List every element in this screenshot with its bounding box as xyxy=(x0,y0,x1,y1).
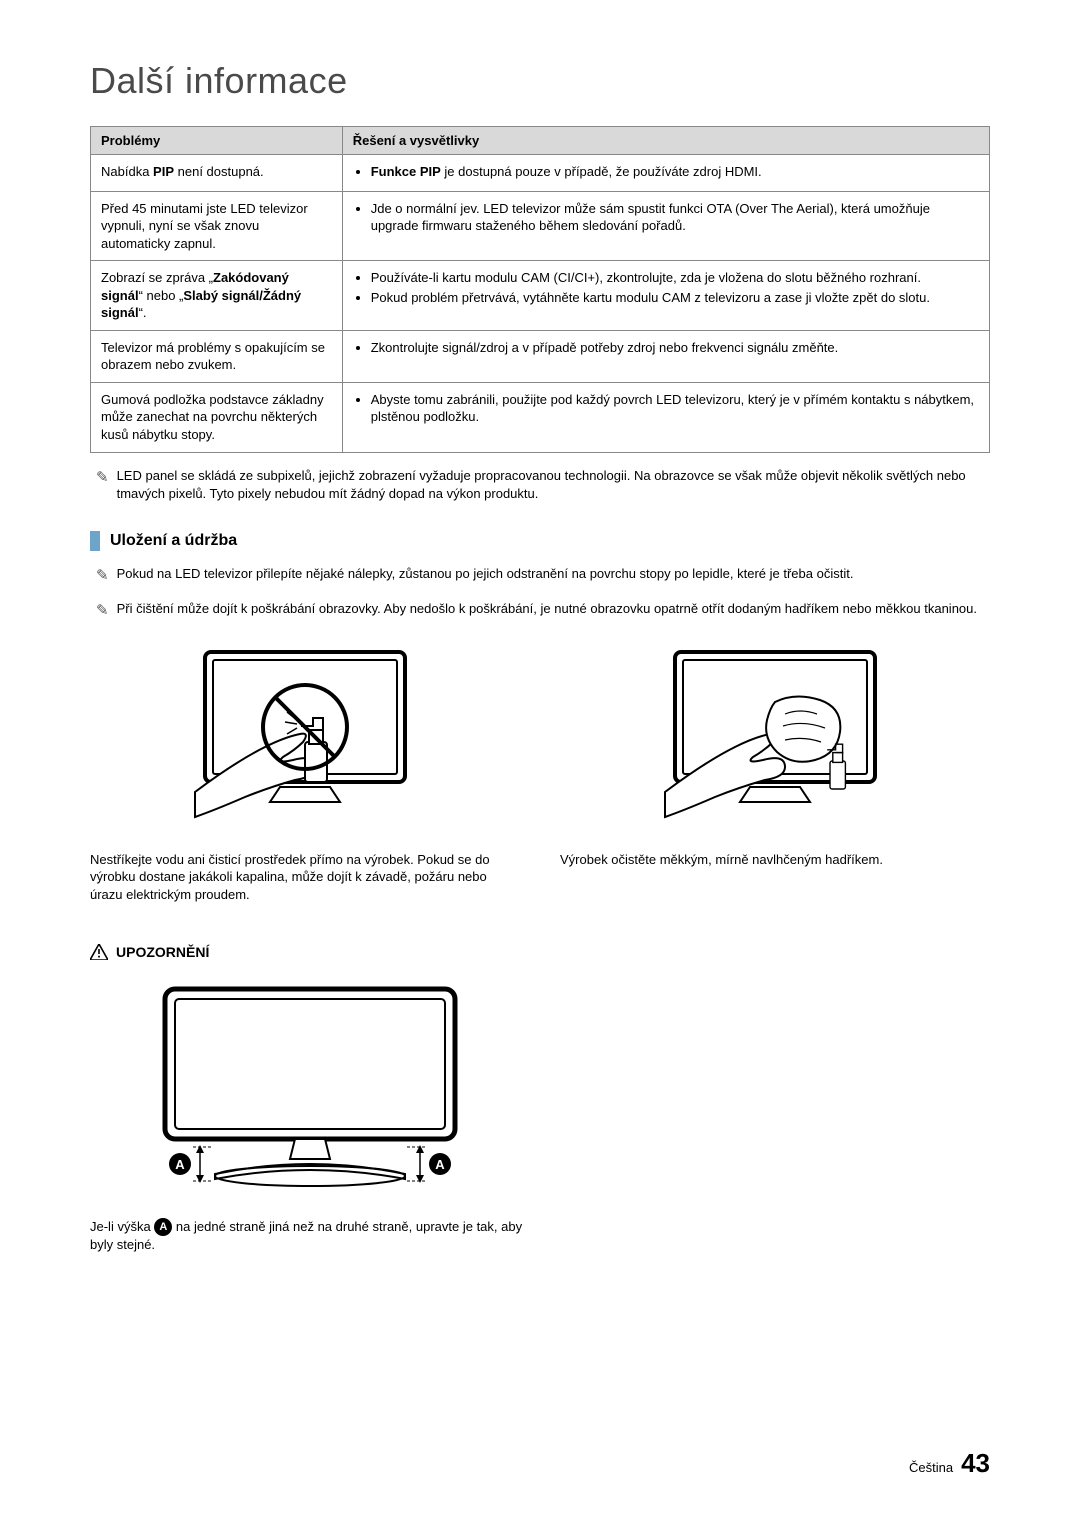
page-footer: Čeština 43 xyxy=(909,1448,990,1479)
page-title: Další informace xyxy=(90,60,990,102)
note-block: ✎ Při čištění může dojít k poškrábání ob… xyxy=(90,600,990,621)
note-block: ✎ LED panel se skládá ze subpixelů, jeji… xyxy=(90,467,990,503)
warning-label: UPOZORNĚNÍ xyxy=(116,944,209,960)
cleaning-right-col: Výrobek očistěte měkkým, mírně navlhčený… xyxy=(560,637,990,904)
table-row: Zobrazí se zpráva „Zakódovaný signál“ ne… xyxy=(91,261,990,331)
cell-text: Gumová podložka podstavce základny může … xyxy=(91,382,343,452)
table-row: Nabídka PIP není dostupná. Funkce PIP je… xyxy=(91,155,990,192)
note-icon: ✎ xyxy=(90,467,109,503)
list-item: Abyste tomu zabránili, použijte pod každ… xyxy=(371,391,979,426)
cleaning-wrong-illustration xyxy=(90,637,520,837)
note-block: ✎ Pokud na LED televizor přilepíte nějak… xyxy=(90,565,990,586)
list-item: Jde o normální jev. LED televizor může s… xyxy=(371,200,979,235)
caption-right: Výrobek očistěte měkkým, mírně navlhčený… xyxy=(560,851,990,869)
th-solutions: Řešení a vysvětlivky xyxy=(342,127,989,155)
table-row: Televizor má problémy s opakujícím se ob… xyxy=(91,330,990,382)
page-number: 43 xyxy=(961,1448,990,1479)
caption-left: Nestříkejte vodu ani čisticí prostředek … xyxy=(90,851,520,904)
tv-stand-illustration: A A xyxy=(90,974,530,1204)
section-title: Uložení a údržba xyxy=(110,532,237,550)
svg-text:A: A xyxy=(435,1157,445,1172)
table-row: Před 45 minutami jste LED televizor vypn… xyxy=(91,191,990,261)
cell-text: “ nebo „ xyxy=(139,288,184,303)
stand-caption: Je-li výška A na jedné straně jiná než n… xyxy=(90,1218,530,1254)
warning-icon xyxy=(90,944,108,960)
cleaning-wrong-col: Nestříkejte vodu ani čisticí prostředek … xyxy=(90,637,520,904)
note-text: Při čištění může dojít k poškrábání obra… xyxy=(117,600,977,621)
list-item: Funkce PIP je dostupná pouze v případě, … xyxy=(371,163,979,181)
svg-text:A: A xyxy=(175,1157,185,1172)
cleaning-right-illustration xyxy=(560,637,990,837)
cell-bold: PIP xyxy=(153,164,174,179)
cell-text: “. xyxy=(139,305,147,320)
note-text: Pokud na LED televizor přilepíte nějaké … xyxy=(117,565,854,586)
note-icon: ✎ xyxy=(90,600,109,621)
list-item: Používáte-li kartu modulu CAM (CI/CI+), … xyxy=(371,269,979,287)
problems-table: Problémy Řešení a vysvětlivky Nabídka PI… xyxy=(90,126,990,453)
section-bar xyxy=(90,531,100,551)
warning-header: UPOZORNĚNÍ xyxy=(90,944,990,960)
note-icon: ✎ xyxy=(90,565,109,586)
th-problems: Problémy xyxy=(91,127,343,155)
circle-letter-a: A xyxy=(154,1218,172,1236)
note-text: LED panel se skládá ze subpixelů, jejich… xyxy=(117,467,990,503)
cell-text: Televizor má problémy s opakujícím se ob… xyxy=(91,330,343,382)
cell-text: není dostupná. xyxy=(174,164,264,179)
table-row: Gumová podložka podstavce základny může … xyxy=(91,382,990,452)
cell-text: Nabídka xyxy=(101,164,153,179)
cell-text: Zobrazí se zpráva „ xyxy=(101,270,213,285)
list-item: Pokud problém přetrvává, vytáhněte kartu… xyxy=(371,289,979,307)
footer-lang: Čeština xyxy=(909,1460,953,1475)
section-header: Uložení a údržba xyxy=(90,531,990,551)
list-item: Zkontrolujte signál/zdroj a v případě po… xyxy=(371,339,979,357)
cell-text: Před 45 minutami jste LED televizor vypn… xyxy=(91,191,343,261)
